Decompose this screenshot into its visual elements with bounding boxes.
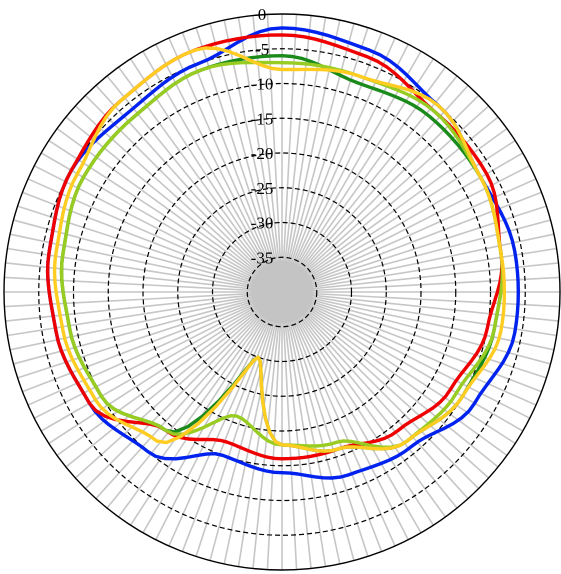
series-layer bbox=[45, 26, 520, 480]
grid-ring bbox=[177, 187, 387, 397]
series-line bbox=[52, 46, 507, 453]
spoke bbox=[281, 291, 499, 468]
spoke bbox=[281, 58, 435, 293]
tick-label: -35 bbox=[251, 248, 274, 267]
spoke bbox=[281, 291, 560, 308]
spoke bbox=[155, 43, 283, 293]
grid-ring bbox=[107, 117, 457, 467]
spoke bbox=[281, 291, 383, 552]
spoke bbox=[7, 291, 283, 337]
series-line bbox=[45, 33, 504, 461]
radial-gridlines bbox=[3, 13, 561, 571]
spoke bbox=[40, 152, 283, 293]
spoke bbox=[281, 165, 531, 293]
spoke bbox=[281, 291, 559, 322]
center-hub bbox=[250, 260, 314, 324]
spoke bbox=[56, 291, 283, 457]
spoke bbox=[281, 291, 557, 337]
spoke bbox=[84, 291, 283, 490]
spoke bbox=[281, 291, 355, 561]
spoke bbox=[281, 66, 447, 293]
tick-label: 0 bbox=[258, 5, 267, 24]
spoke bbox=[281, 75, 458, 293]
spoke bbox=[281, 291, 490, 479]
spoke bbox=[27, 178, 283, 293]
tick-label: -25 bbox=[251, 179, 274, 198]
tick-label: -10 bbox=[251, 75, 274, 94]
grid-ring bbox=[38, 48, 526, 536]
spoke bbox=[281, 291, 555, 351]
spoke bbox=[281, 205, 547, 293]
spoke bbox=[9, 291, 283, 351]
spoke bbox=[281, 291, 480, 490]
spoke bbox=[65, 291, 283, 468]
spoke bbox=[281, 291, 341, 565]
grid-ring bbox=[211, 221, 353, 363]
spoke bbox=[281, 14, 298, 293]
grid-ring bbox=[142, 152, 422, 432]
spoke bbox=[209, 291, 283, 561]
radial-tick-labels: 0 -5 -10 -15 -20 -25 -30 -35 bbox=[251, 5, 274, 267]
tick-label: -30 bbox=[251, 214, 274, 233]
tick-label: -15 bbox=[251, 109, 274, 128]
tick-label: -5 bbox=[255, 40, 269, 59]
spoke bbox=[181, 291, 283, 552]
grid-ring bbox=[72, 82, 492, 502]
spoke bbox=[281, 291, 508, 457]
spoke bbox=[195, 291, 283, 557]
outer-ring bbox=[3, 13, 561, 571]
grid-ring bbox=[246, 256, 318, 328]
spoke bbox=[33, 165, 283, 293]
spoke bbox=[281, 291, 369, 557]
spoke bbox=[74, 291, 283, 479]
spoke bbox=[266, 14, 283, 293]
hub-disk bbox=[250, 260, 314, 324]
tick-label: -20 bbox=[251, 144, 274, 163]
